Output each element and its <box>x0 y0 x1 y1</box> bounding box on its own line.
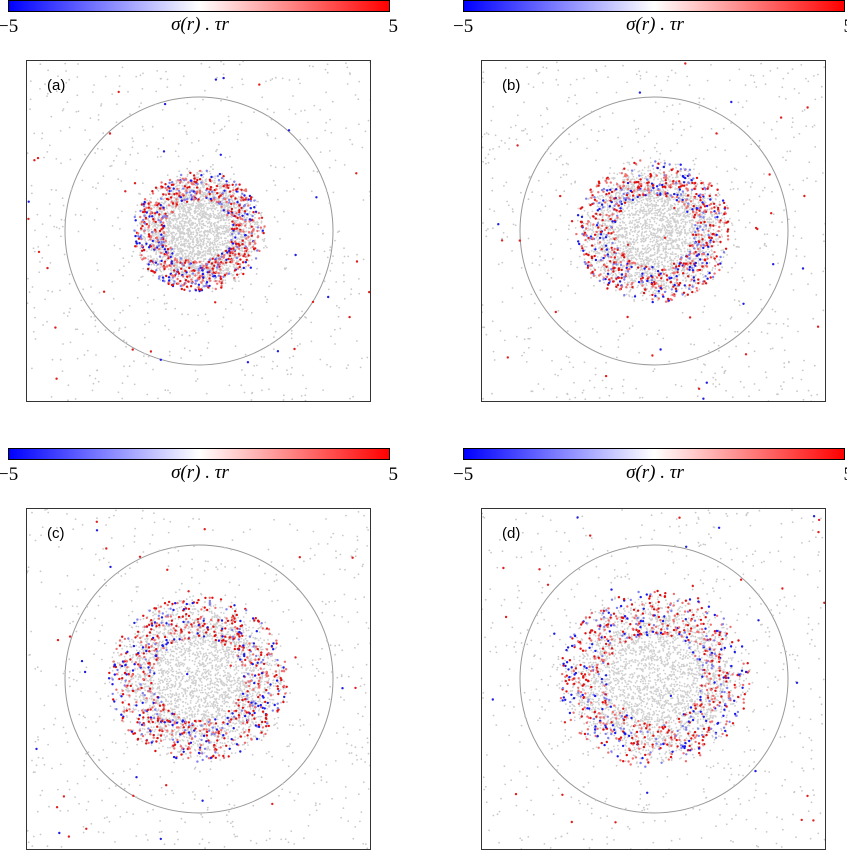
particle-field <box>482 61 825 401</box>
colorbar <box>8 0 390 12</box>
colorbar-title: σ(r) . τr <box>626 14 684 35</box>
colorbar-title: σ(r) . τr <box>626 462 684 483</box>
panel-label: (d) <box>502 525 521 542</box>
colorbar-min-label: −5 <box>0 16 19 37</box>
panel-a: −5 σ(r) . τr 5 (a) <box>0 0 400 402</box>
panel-b: −5 σ(r) . τr 5 (b) <box>453 0 847 402</box>
colorbar-title: σ(r) . τr <box>171 14 229 35</box>
boundary-circle <box>519 544 789 814</box>
colorbar-min-label: −5 <box>0 464 19 485</box>
colorbar-min-label: −5 <box>453 464 474 485</box>
boundary-circle <box>64 96 334 366</box>
colorbar <box>463 0 845 12</box>
colorbar-max-label: 5 <box>388 464 399 485</box>
boundary-circle <box>64 544 334 814</box>
colorbar-max-label: 5 <box>388 16 399 37</box>
simulation-frame: (b) <box>481 60 826 402</box>
particle-field <box>27 509 370 849</box>
simulation-frame: (c) <box>26 508 371 850</box>
colorbar-max-label: 5 <box>844 16 847 38</box>
panel-d: −5 σ(r) . τr 5 (d) <box>453 448 847 850</box>
particle-field <box>482 509 825 849</box>
colorbar-min-label: −5 <box>453 16 474 37</box>
colorbar <box>463 448 845 460</box>
panel-label: (c) <box>47 525 65 542</box>
panel-label: (a) <box>47 77 66 94</box>
colorbar <box>8 448 390 460</box>
colorbar-max-label: 5 <box>844 464 847 486</box>
simulation-frame: (d) <box>481 508 826 850</box>
simulation-frame: (a) <box>26 60 371 402</box>
boundary-circle <box>519 96 789 366</box>
particle-field <box>27 61 370 401</box>
panel-c: −5 σ(r) . τr 5 (c) <box>0 448 400 850</box>
colorbar-title: σ(r) . τr <box>171 462 229 483</box>
panel-label: (b) <box>502 77 521 94</box>
